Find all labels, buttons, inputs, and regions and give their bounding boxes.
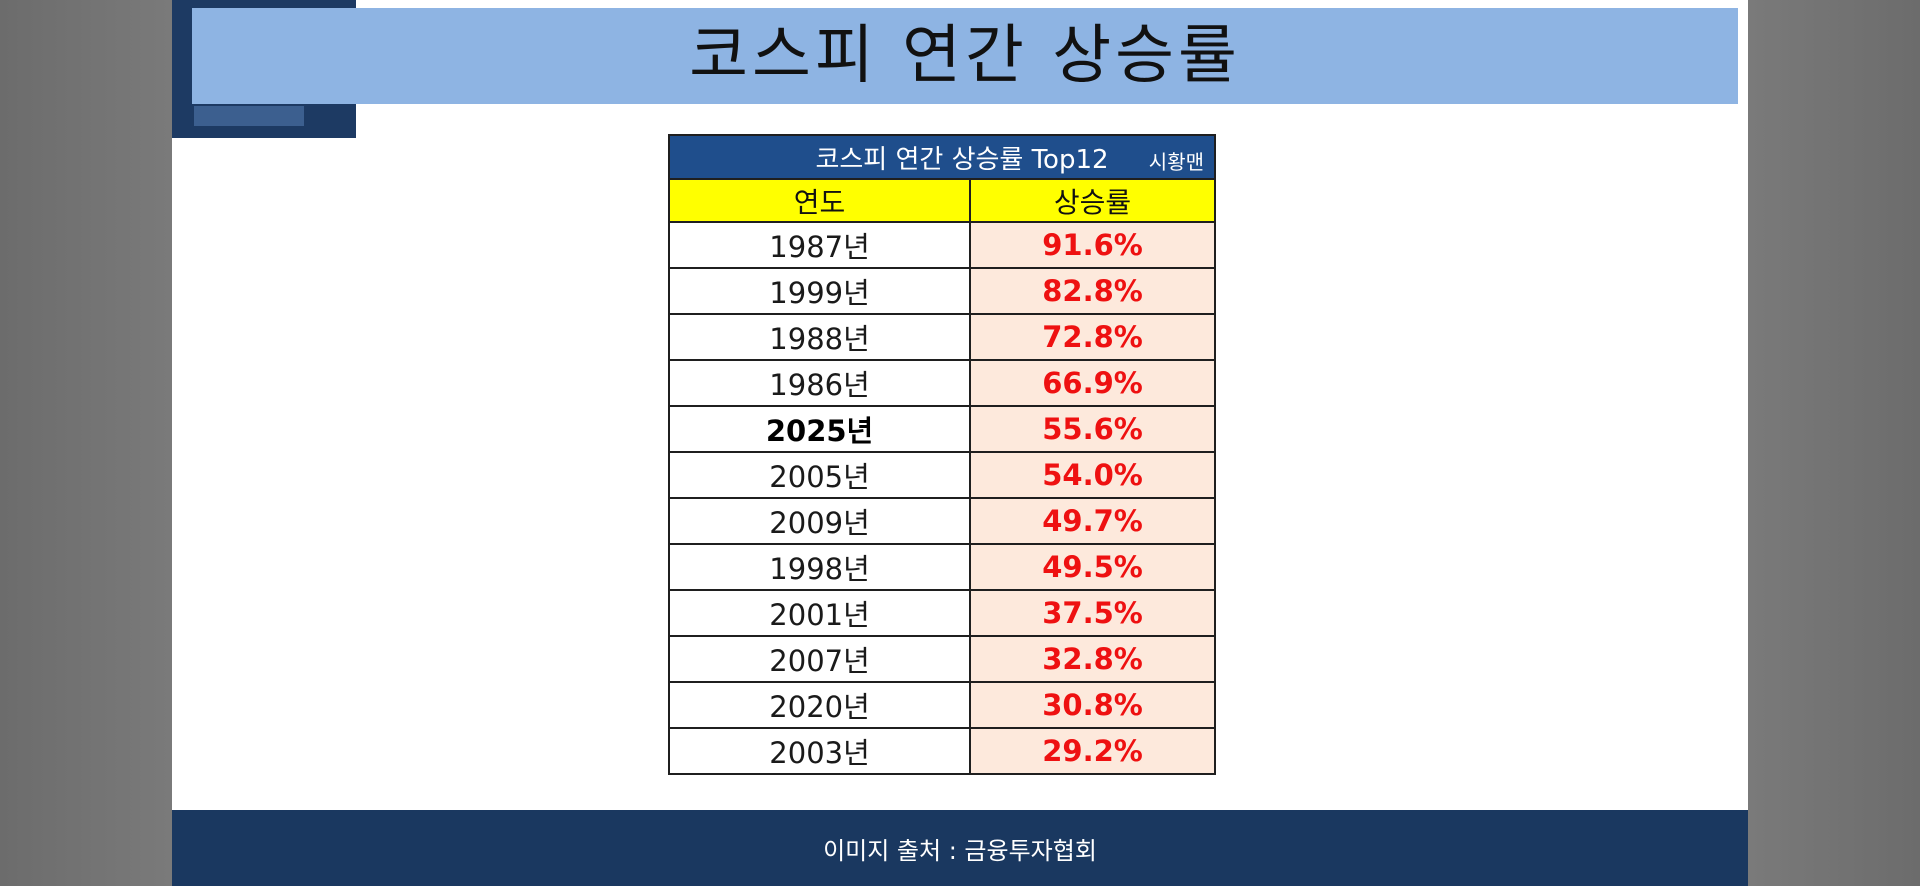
- year-cell: 2020년: [667, 681, 972, 729]
- rate-cell: 30.8%: [969, 681, 1216, 729]
- ranking-table-wrapper: 코스피 연간 상승률 Top12 시황맨 연도 상승률 1987년 91.6% 19…: [667, 134, 1216, 775]
- year-cell: 2005년: [667, 451, 972, 499]
- title-bar: 코스피 연간 상승률: [192, 8, 1738, 104]
- table-row: 1987년 91.6%: [667, 221, 1216, 269]
- table-row: 2003년 29.2%: [667, 727, 1216, 775]
- column-header-year: 연도: [667, 178, 972, 223]
- rate-cell: 55.6%: [969, 405, 1216, 453]
- slide-title: 코스피 연간 상승률: [689, 19, 1241, 93]
- year-cell: 1988년: [667, 313, 972, 361]
- rate-cell: 32.8%: [969, 635, 1216, 683]
- year-cell: 2025년: [667, 405, 972, 453]
- year-cell: 2009년: [667, 497, 972, 545]
- table-row: 2007년 32.8%: [667, 635, 1216, 683]
- table-row: 2020년 30.8%: [667, 681, 1216, 729]
- table-credit: 시황맨: [1148, 150, 1204, 174]
- rate-cell: 54.0%: [969, 451, 1216, 499]
- column-header-row: 연도 상승률: [667, 178, 1216, 223]
- table-header-cell: 코스피 연간 상승률 Top12 시황맨: [668, 134, 1216, 180]
- year-cell: 1998년: [667, 543, 972, 591]
- table-row: 1999년 82.8%: [667, 267, 1216, 315]
- table-row: 1986년 66.9%: [667, 359, 1216, 407]
- table-row: 2025년 55.6%: [667, 405, 1216, 453]
- rate-cell: 29.2%: [969, 727, 1216, 775]
- year-cell: 1986년: [667, 359, 972, 407]
- table-row: 2005년 54.0%: [667, 451, 1216, 499]
- left-backdrop: [0, 0, 172, 886]
- image-source: 이미지 출처 : 금융투자협회: [823, 836, 1097, 865]
- right-backdrop: [1748, 0, 1920, 886]
- table-row: 1988년 72.8%: [667, 313, 1216, 361]
- rate-cell: 72.8%: [969, 313, 1216, 361]
- corner-decoration-inner: [194, 106, 304, 126]
- rate-cell: 37.5%: [969, 589, 1216, 637]
- year-cell: 2001년: [667, 589, 972, 637]
- rate-cell: 82.8%: [969, 267, 1216, 315]
- table-row: 2009년 49.7%: [667, 497, 1216, 545]
- rate-cell: 49.5%: [969, 543, 1216, 591]
- rate-cell: 66.9%: [969, 359, 1216, 407]
- year-cell: 1987년: [667, 221, 972, 269]
- ranking-table: 코스피 연간 상승률 Top12 시황맨 연도 상승률 1987년 91.6% 19…: [667, 134, 1216, 775]
- rate-cell: 91.6%: [969, 221, 1216, 269]
- column-header-rate: 상승률: [969, 178, 1216, 223]
- slide: 코스피 연간 상승률 코스피 연간 상승률 Top12 시황맨 연도 상승률 1…: [172, 0, 1748, 886]
- rate-cell: 49.7%: [969, 497, 1216, 545]
- footer-bar: 이미지 출처 : 금융투자협회: [172, 810, 1748, 886]
- table-row: 2001년 37.5%: [667, 589, 1216, 637]
- year-cell: 1999년: [667, 267, 972, 315]
- year-cell: 2003년: [667, 727, 972, 775]
- table-row: 1998년 49.5%: [667, 543, 1216, 591]
- table-header-row: 코스피 연간 상승률 Top12 시황맨: [668, 134, 1216, 180]
- table-title: 코스피 연간 상승률 Top12: [815, 144, 1109, 175]
- year-cell: 2007년: [667, 635, 972, 683]
